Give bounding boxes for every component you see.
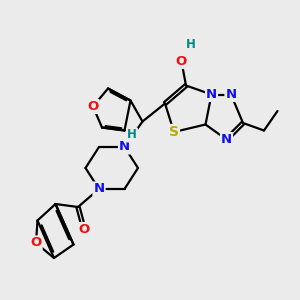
Text: S: S [169,125,179,139]
Text: N: N [225,88,237,101]
Text: N: N [119,140,130,154]
Text: O: O [78,223,90,236]
Text: O: O [87,100,99,113]
Text: H: H [186,38,195,52]
Text: N: N [206,88,217,101]
Text: N: N [221,133,232,146]
Text: O: O [176,55,187,68]
Text: H: H [127,128,137,142]
Text: O: O [30,236,42,250]
Text: N: N [93,182,105,196]
